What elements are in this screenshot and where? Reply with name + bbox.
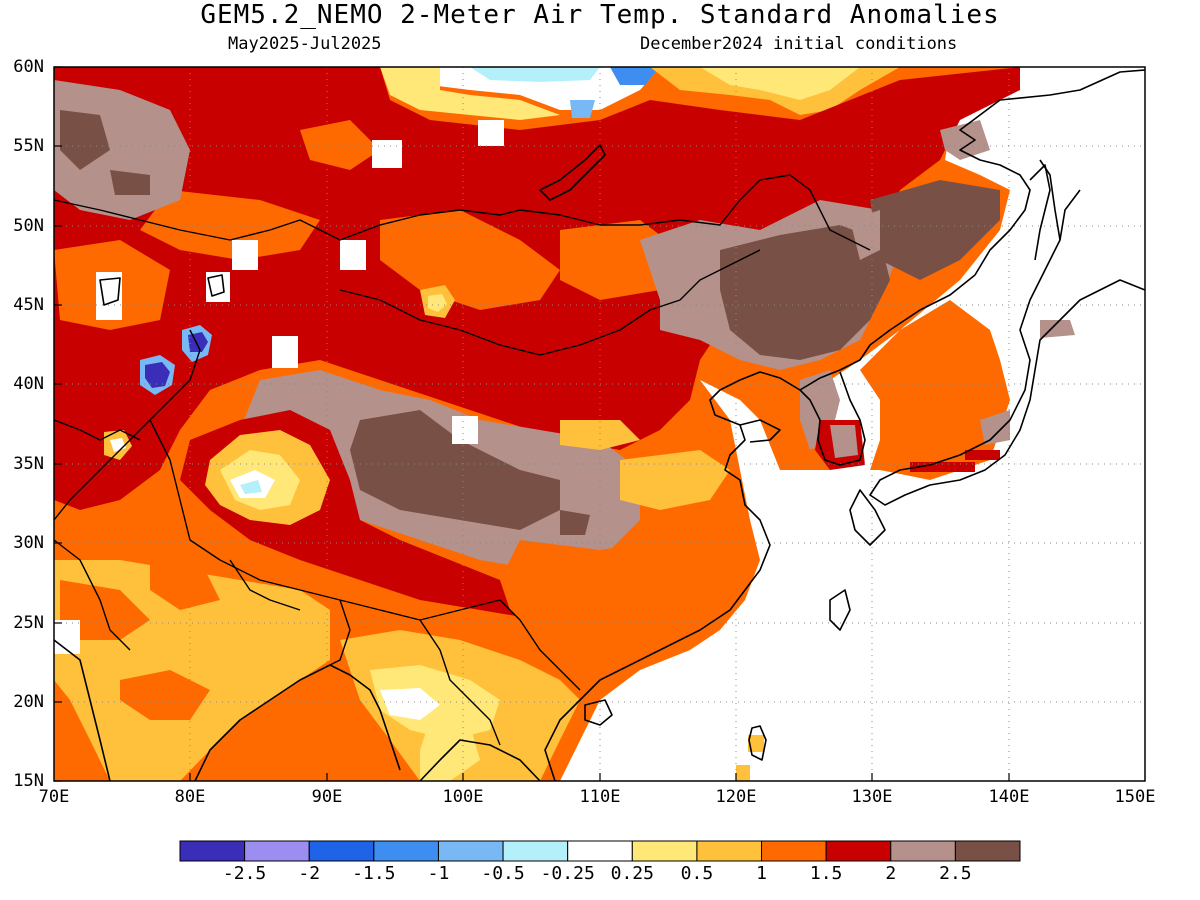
colorbar-swatch [567, 840, 633, 862]
lat-label-35n: 35N [13, 454, 44, 474]
colorbar-swatch [696, 840, 763, 862]
colorbar-swatch [437, 840, 504, 862]
lon-label-100e: 100E [442, 787, 484, 807]
lon-label-80e: 80E [174, 787, 206, 807]
colorbar-swatch [825, 840, 892, 862]
colorbar-label: 2.5 [939, 863, 972, 884]
colorbar-label: 1.5 [809, 863, 843, 884]
lat-label-20n: 20N [13, 692, 44, 712]
colorbar-label: -0.5 [481, 863, 525, 884]
colorbar-label: 0.5 [680, 863, 714, 884]
axis-ticks [54, 66, 1010, 782]
lon-label-90e: 90E [311, 787, 343, 807]
lat-label-30n: 30N [13, 533, 44, 553]
colorbar-label: -0.25 [540, 863, 595, 884]
lat-label-25n: 25N [13, 613, 44, 633]
colorbar-swatch [761, 840, 827, 862]
colorbar-label: -1 [427, 863, 450, 884]
colorbar-swatch [890, 840, 956, 862]
anomaly-field [54, 67, 1145, 781]
colorbar-swatch [631, 840, 698, 862]
colorbar-swatch [179, 840, 246, 862]
lat-label-40n: 40N [13, 374, 44, 394]
colorbar-label: -2 [298, 863, 321, 884]
colorbar-label: 0.25 [610, 863, 654, 884]
lat-label-50n: 50N [13, 216, 44, 236]
initial-conditions: December2024 initial conditions [640, 34, 958, 54]
lat-label-60n: 60N [13, 57, 44, 77]
national-borders [53, 174, 871, 746]
colorbar-swatch [954, 840, 1021, 862]
lon-label-130e: 130E [851, 787, 893, 807]
lon-label-110e: 110E [579, 787, 621, 807]
map-title: GEM5.2_NEMO 2-Meter Air Temp. Standard A… [200, 0, 1000, 30]
colorbar-swatch [502, 840, 569, 862]
colorbar-swatch [373, 840, 439, 862]
colorbar-label: -1.5 [352, 863, 396, 884]
graticule [54, 67, 1145, 781]
colorbar-label: 1 [756, 863, 767, 884]
forecast-period: May2025-Jul2025 [228, 34, 382, 54]
lon-label-120e: 120E [715, 787, 757, 807]
lon-label-70e: 70E [38, 787, 70, 807]
colorbar [179, 840, 1021, 862]
colorbar-swatch [308, 840, 375, 862]
lon-label-150e: 150E [1114, 787, 1156, 807]
lat-label-45n: 45N [13, 295, 44, 315]
lat-label-55n: 55N [13, 136, 44, 156]
colorbar-swatch [244, 840, 310, 862]
colorbar-label: 2 [885, 863, 897, 884]
lon-label-140e: 140E [988, 787, 1030, 807]
lat-label-15n: 15N [13, 771, 44, 791]
colorbar-label: -2.5 [222, 863, 267, 884]
